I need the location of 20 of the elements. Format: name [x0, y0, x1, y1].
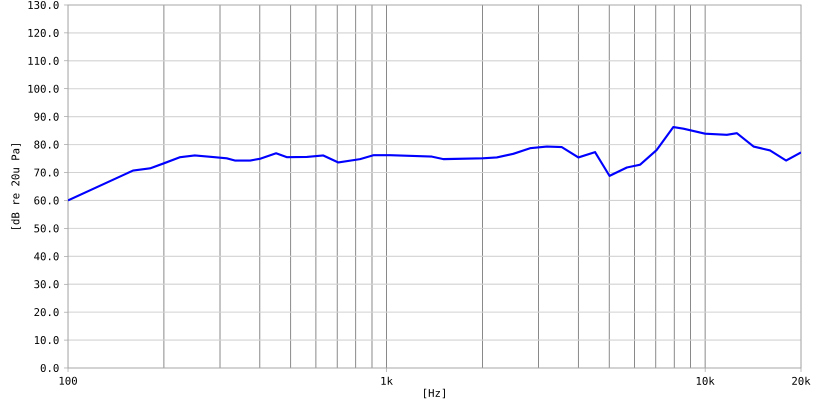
y-tick-label: 10.0	[34, 336, 59, 344]
x-tick-label: 20k	[792, 376, 810, 385]
x-tick-label: 1k	[381, 376, 393, 385]
y-tick-label: 60.0	[34, 196, 59, 204]
y-tick-label: 70.0	[34, 168, 59, 177]
y-tick-label: 110.0	[28, 56, 59, 65]
y-axis-title: [dB re 20u Pa]	[11, 144, 21, 230]
x-tick-label: 10k	[696, 376, 715, 385]
y-tick-label: 80.0	[34, 140, 59, 149]
y-tick-label: 50.0	[34, 224, 59, 232]
y-tick-label: 30.0	[34, 280, 59, 288]
x-tick-label: 100	[60, 376, 77, 385]
y-tick-label: 20.0	[34, 308, 59, 316]
y-tick-label: 130.0	[28, 0, 59, 10]
y-tick-label: 90.0	[34, 112, 59, 121]
y-tick-label: 0.0	[40, 364, 59, 372]
x-axis-title: [Hz]	[424, 388, 445, 398]
y-tick-label: 100.0	[28, 84, 59, 93]
y-tick-label: 120.0	[28, 28, 59, 37]
y-tick-label: 40.0	[34, 252, 59, 260]
